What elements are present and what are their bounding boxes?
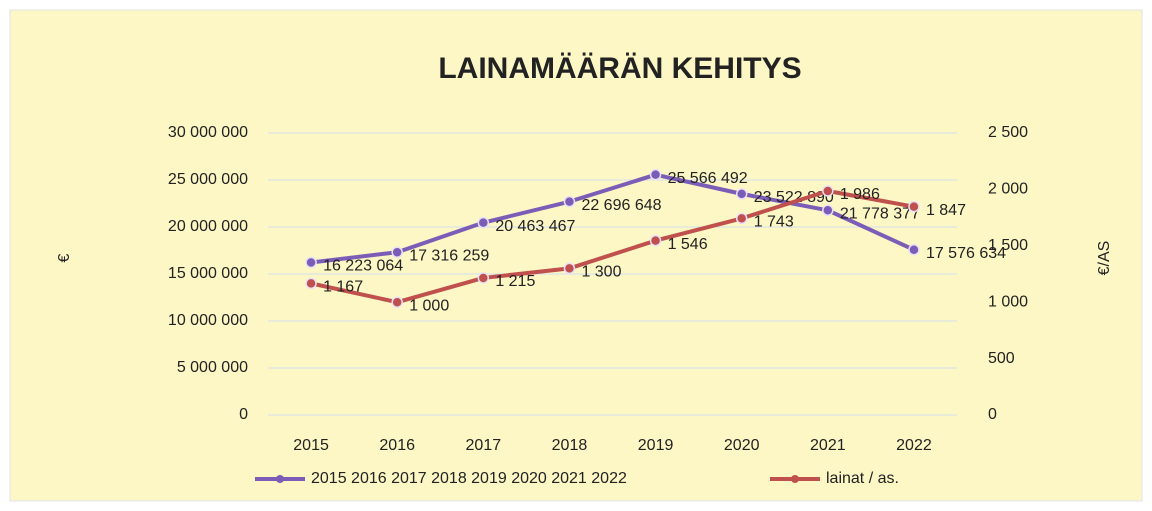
point <box>391 296 403 308</box>
point <box>477 216 490 229</box>
series-line <box>310 172 915 265</box>
y2-axis-label: €/AS <box>1096 241 1113 276</box>
data-label: 1 000 <box>409 297 449 314</box>
point <box>908 244 920 256</box>
data-label: 20 463 467 <box>495 218 575 235</box>
point <box>305 277 317 290</box>
point <box>563 262 576 275</box>
x-tick-label: 2017 <box>466 437 502 454</box>
point <box>822 204 834 217</box>
legend-marker <box>791 475 799 483</box>
data-label: 1 847 <box>926 202 966 219</box>
y-tick-label: 25 000 000 <box>168 171 248 188</box>
y2-tick-label: 1 000 <box>988 293 1028 310</box>
chart-title: LAINAMÄÄRÄN KEHITYS <box>438 52 801 85</box>
y-tick-label: 15 000 000 <box>168 265 248 282</box>
x-tick-label: 2021 <box>810 437 846 454</box>
y2-tick-label: 0 <box>988 406 997 423</box>
y-tick-label: 10 000 000 <box>168 312 248 329</box>
y2-tick-label: 1 500 <box>988 237 1028 254</box>
point <box>391 246 403 258</box>
chart-background <box>9 9 1143 502</box>
legend-marker <box>276 475 284 483</box>
y-tick-label: 20 000 000 <box>168 218 248 235</box>
data-label: 1 300 <box>581 264 621 281</box>
point <box>477 272 490 284</box>
legend-label: 2015 2016 2017 2018 2019 2020 2021 2022 <box>311 470 627 487</box>
y2-tick-label: 2 500 <box>988 124 1028 141</box>
point <box>822 185 834 197</box>
data-label: 1 167 <box>323 279 363 296</box>
data-label: 25 566 492 <box>668 170 748 187</box>
legend-label: lainat / as. <box>826 470 899 487</box>
data-label: 17 316 259 <box>409 247 489 264</box>
x-tick-label: 2016 <box>379 437 415 454</box>
data-label: 17 576 634 <box>926 245 1006 262</box>
point <box>735 212 748 225</box>
y-tick-label: 0 <box>239 406 248 423</box>
data-label: 1 546 <box>668 236 708 253</box>
point <box>649 168 662 181</box>
series-line <box>310 188 915 305</box>
x-tick-label: 2018 <box>552 437 588 454</box>
y-tick-label: 5 000 000 <box>177 359 248 376</box>
x-tick-label: 2022 <box>896 437 932 454</box>
point <box>908 200 920 213</box>
y2-tick-label: 2 000 <box>988 181 1028 198</box>
data-label: 1 743 <box>754 214 794 231</box>
x-tick-label: 2019 <box>638 437 674 454</box>
data-label: 1 986 <box>840 186 880 203</box>
point <box>563 195 576 208</box>
y-tick-label: 30 000 000 <box>168 124 248 141</box>
x-tick-label: 2020 <box>724 437 760 454</box>
y2-tick-label: 500 <box>988 350 1015 367</box>
point <box>735 188 748 200</box>
data-label: 21 778 377 <box>840 206 920 223</box>
data-label: 16 223 064 <box>323 258 403 275</box>
x-tick-label: 2015 <box>293 437 329 454</box>
y-axis-label: € <box>56 253 73 262</box>
point <box>649 234 662 247</box>
point <box>305 256 317 269</box>
data-label: 1 215 <box>495 273 535 290</box>
data-label: 22 696 648 <box>581 197 661 214</box>
